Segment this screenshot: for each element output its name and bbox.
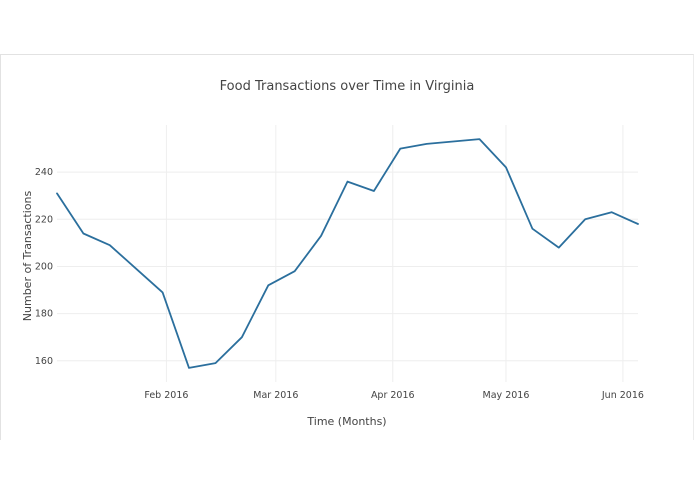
x-tick-label-1: Mar 2016: [253, 390, 298, 401]
data-point-0-0: [54, 190, 60, 196]
data-point-0-12: [371, 188, 377, 194]
data-point-0-10: [318, 233, 324, 239]
y-tick-label-200: 200: [35, 261, 53, 272]
data-point-0-21: [609, 209, 615, 215]
x-gridlines: [165, 125, 624, 382]
series-line-0: [56, 138, 639, 369]
data-point-0-5: [186, 365, 192, 371]
data-point-0-16: [477, 136, 483, 142]
data-point-0-4: [160, 289, 166, 295]
y-axis-title: Number of Transactions: [21, 191, 34, 322]
y-tick-label-240: 240: [35, 167, 53, 178]
data-point-0-7: [239, 334, 245, 340]
data-point-0-1: [80, 230, 86, 236]
x-tick-label-0: Feb 2016: [144, 390, 188, 401]
x-tick-label-2: Apr 2016: [371, 390, 415, 401]
series-group: [54, 136, 641, 371]
x-axis-title: Time (Months): [306, 415, 386, 428]
data-point-0-19: [556, 245, 562, 251]
data-point-0-3: [133, 266, 139, 272]
x-tick-label-3: May 2016: [483, 390, 530, 401]
data-point-0-17: [503, 164, 509, 170]
data-point-0-18: [529, 226, 535, 232]
data-point-0-20: [582, 216, 588, 222]
data-point-0-15: [450, 139, 456, 145]
y-gridlines: [57, 171, 638, 362]
data-point-0-8: [265, 282, 271, 288]
y-axis-ticks: 160 180 200 220 240: [35, 167, 53, 367]
data-point-0-6: [212, 360, 218, 366]
data-point-0-11: [345, 179, 351, 185]
data-point-0-2: [107, 242, 113, 248]
y-tick-label-180: 180: [35, 309, 53, 320]
y-tick-label-160: 160: [35, 356, 53, 367]
x-tick-label-4: Jun 2016: [601, 390, 644, 401]
y-tick-label-220: 220: [35, 214, 53, 225]
data-point-0-14: [424, 141, 430, 147]
data-point-0-13: [397, 146, 403, 152]
chart-title: Food Transactions over Time in Virginia: [220, 79, 475, 94]
data-point-0-9: [292, 268, 298, 274]
x-axis-ticks: Feb 2016 Mar 2016 Apr 2016 May 2016 Jun 2016: [144, 390, 644, 401]
chart-frame: [0, 54, 694, 440]
data-point-0-22: [635, 221, 641, 227]
